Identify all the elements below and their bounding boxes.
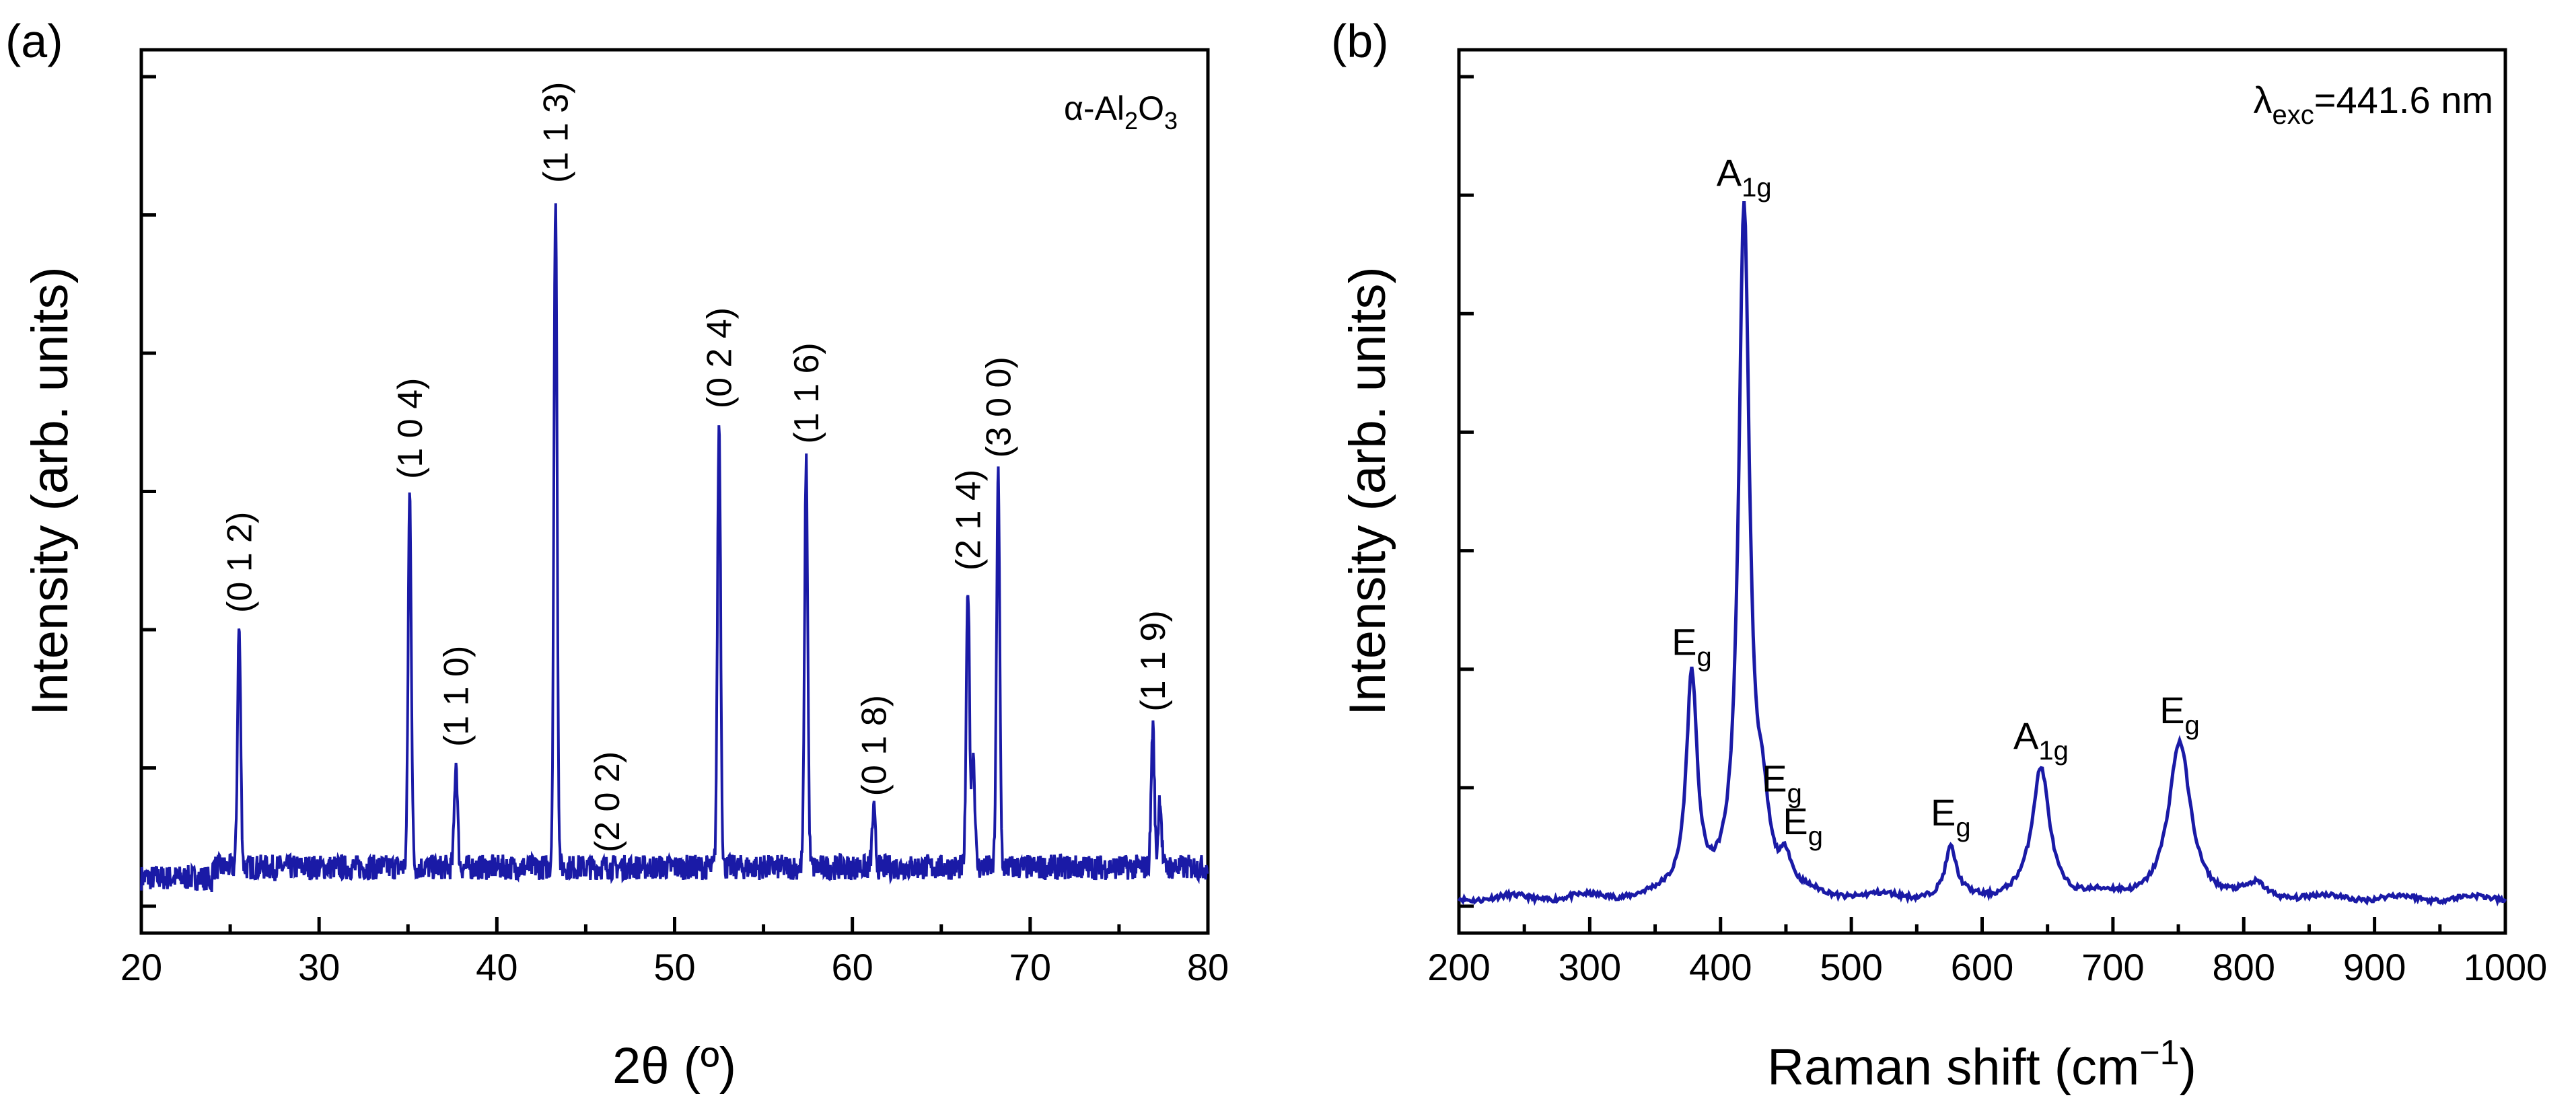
panel-b-y-axis-label: Intensity (arb. units)	[1339, 266, 1396, 715]
peak-label: Eg	[1762, 758, 1802, 809]
panel-b-x-axis-label: Raman shift (cm−1)	[1767, 1033, 2196, 1096]
x-axis-label-end: )	[2180, 1039, 2196, 1096]
x-tick-label: 70	[1009, 946, 1051, 988]
panel-b-annotation: λexc=441.6 nm	[2254, 79, 2493, 130]
panel-a-y-axis-label: Intensity (arb. units)	[22, 266, 79, 715]
x-tick-label: 50	[653, 946, 695, 988]
x-tick-label: 800	[2213, 946, 2275, 988]
panel-a-annotation: α-Al2O3	[1064, 89, 1178, 135]
x-tick-label: 700	[2081, 946, 2144, 988]
x-tick-label: 900	[2343, 946, 2406, 988]
peak-label: (0 1 8)	[855, 695, 894, 796]
panel-a-label: (a)	[5, 15, 63, 67]
peak-label: Eg	[2159, 689, 2200, 740]
peak-label: (0 2 4)	[701, 307, 740, 408]
x-tick-label: 500	[1820, 946, 1882, 988]
annotation-rest: =441.6 nm	[2314, 79, 2493, 121]
peak-label: A1g	[1717, 151, 1772, 202]
x-tick-label: 600	[1951, 946, 2013, 988]
panel-b-plot-frame	[1457, 48, 2507, 935]
panel-a-x-axis: 20 30 40 50 60 70 80	[120, 917, 1229, 988]
x-tick-label: 400	[1689, 946, 1752, 988]
panel-a: (a) 20 30 40 50 60 70 80 (0 1 2) (1 0 4) (1 1 0)…	[5, 15, 1229, 1095]
peak-label: (1 1 6)	[787, 342, 826, 443]
panel-b-label: (b)	[1331, 15, 1389, 67]
peak-label: (0 1 2)	[220, 512, 259, 613]
x-tick-label: 80	[1187, 946, 1229, 988]
peak-label: Eg	[1672, 621, 1712, 672]
panel-a-peak-labels: (0 1 2) (1 0 4) (1 1 0) (1 1 3) (2 0 2) (0 2 …	[220, 82, 1173, 852]
annotation-subscript: exc	[2273, 100, 2314, 130]
annotation-mid: O	[1138, 89, 1164, 127]
peak-label: (2 1 4)	[949, 470, 988, 570]
panel-b-raman-series	[1457, 200, 2507, 908]
x-tick-label: 1000	[2464, 946, 2548, 988]
x-tick-label: 30	[298, 946, 340, 988]
x-tick-label: 200	[1427, 946, 1490, 988]
peak-label: (1 1 3)	[537, 82, 576, 183]
panel-b: (b) 200 300 400 500 600 700 800 900 1000 A1gEgEg…	[1331, 15, 2547, 1096]
x-tick-label: 20	[120, 946, 162, 988]
panel-a-x-axis-label: 2θ (º)	[612, 1037, 736, 1095]
peak-label: (1 1 0)	[437, 646, 476, 747]
peak-label: (1 1 9)	[1134, 610, 1173, 711]
peak-label: Eg	[1931, 791, 1971, 842]
x-axis-label-superscript: −1	[2139, 1033, 2179, 1072]
panel-a-y-axis	[141, 75, 156, 908]
peak-label: (1 0 4)	[391, 378, 430, 479]
panel-a-plot-frame	[139, 48, 1210, 935]
x-tick-label: 60	[832, 946, 873, 988]
peak-label: Eg	[1783, 800, 1823, 851]
peak-label: (2 0 2)	[588, 751, 627, 852]
annotation-subscript: 3	[1164, 107, 1178, 135]
panel-b-x-axis: 200 300 400 500 600 700 800 900 1000	[1427, 917, 2547, 988]
panel-b-y-axis	[1459, 75, 1474, 908]
peak-label: A1g	[2013, 714, 2069, 766]
x-tick-label: 40	[476, 946, 517, 988]
annotation-subscript: 2	[1124, 107, 1138, 135]
peak-label: (3 0 0)	[979, 357, 1018, 457]
x-tick-label: 300	[1559, 946, 1621, 988]
panel-a-xrd-series	[140, 203, 1209, 892]
